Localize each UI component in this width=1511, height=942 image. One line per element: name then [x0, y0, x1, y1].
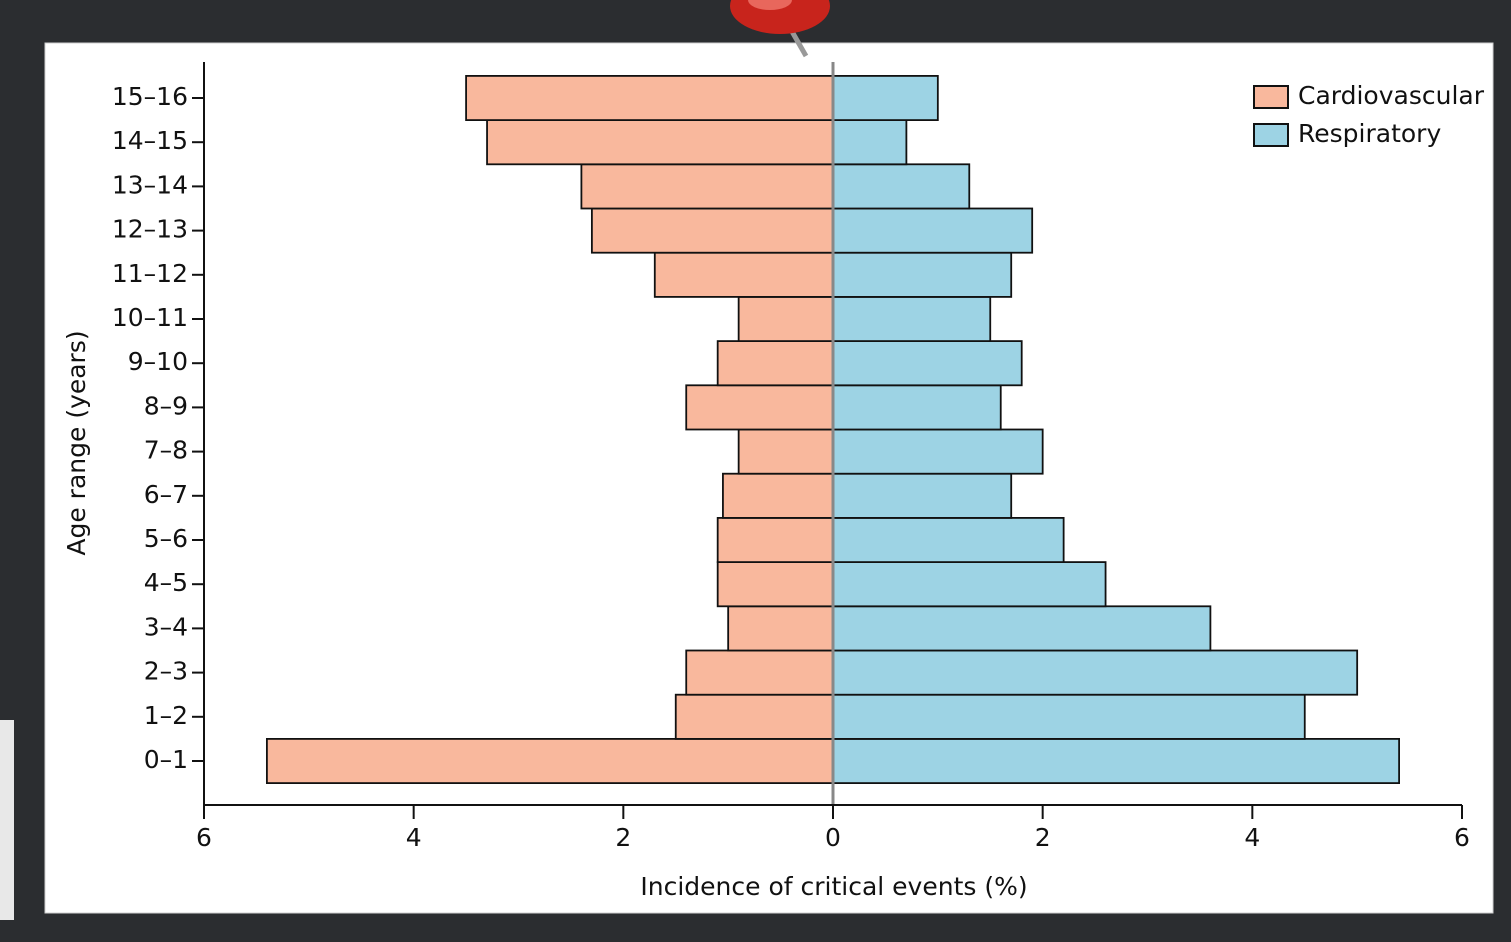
bar: [833, 164, 969, 208]
y-tick-label: 10–11: [112, 303, 188, 332]
bar: [739, 430, 833, 474]
y-axis-label: Age range (years): [62, 330, 91, 555]
bar: [728, 606, 833, 650]
bar: [833, 695, 1305, 739]
bar: [739, 297, 833, 341]
bar: [833, 474, 1011, 518]
bar: [833, 209, 1032, 253]
x-tick-label: 4: [1244, 823, 1260, 852]
x-tick-label: 2: [1035, 823, 1051, 852]
y-tick-label: 11–12: [112, 259, 188, 288]
y-tick-label: 5–6: [144, 524, 188, 553]
y-tick-label: 8–9: [144, 391, 188, 420]
bar: [833, 518, 1064, 562]
y-tick-label: 12–13: [112, 215, 188, 244]
bar: [833, 430, 1043, 474]
bar: [686, 385, 833, 429]
bar: [833, 120, 906, 164]
bar: [833, 651, 1357, 695]
y-tick-label: 13–14: [112, 170, 188, 199]
legend-label: Cardiovascular: [1298, 81, 1485, 110]
y-tick-label: 4–5: [144, 568, 188, 597]
x-tick-label: 6: [196, 823, 212, 852]
bar: [718, 562, 833, 606]
y-tick-label: 15–16: [112, 82, 188, 111]
bar: [267, 739, 833, 783]
y-tick-label: 7–8: [144, 436, 188, 465]
x-tick-label: 2: [615, 823, 631, 852]
bar: [833, 297, 990, 341]
bar: [723, 474, 833, 518]
screenshot: Incidence of critical events (%) Age ran…: [0, 0, 1511, 942]
x-axis-label: Incidence of critical events (%): [640, 872, 1027, 901]
y-tick-label: 0–1: [144, 745, 188, 774]
bar: [718, 518, 833, 562]
x-tick-label: 6: [1454, 823, 1470, 852]
seal-fragment: [0, 720, 14, 920]
bar: [655, 253, 833, 297]
bar: [581, 164, 833, 208]
bar: [718, 341, 833, 385]
bar: [592, 209, 833, 253]
bar: [833, 76, 938, 120]
bar: [833, 341, 1022, 385]
bar: [833, 739, 1399, 783]
legend-swatch: [1254, 86, 1288, 108]
y-tick-label: 2–3: [144, 657, 188, 686]
bar: [676, 695, 833, 739]
legend-label: Respiratory: [1298, 119, 1441, 148]
y-tick-label: 3–4: [144, 612, 188, 641]
bar: [833, 385, 1001, 429]
y-tick-label: 1–2: [144, 701, 188, 730]
bar: [833, 253, 1011, 297]
y-tick-label: 14–15: [112, 126, 188, 155]
bar: [487, 120, 833, 164]
y-tick-label: 9–10: [128, 347, 188, 376]
bar: [833, 562, 1106, 606]
bar: [686, 651, 833, 695]
x-tick-label: 4: [406, 823, 422, 852]
y-tick-label: 6–7: [144, 480, 188, 509]
bar: [466, 76, 833, 120]
bar: [833, 606, 1210, 650]
x-tick-label: 0: [825, 823, 841, 852]
page: {"chart_data":{"type":"population_pyrami…: [0, 0, 1511, 942]
legend-swatch: [1254, 124, 1288, 146]
